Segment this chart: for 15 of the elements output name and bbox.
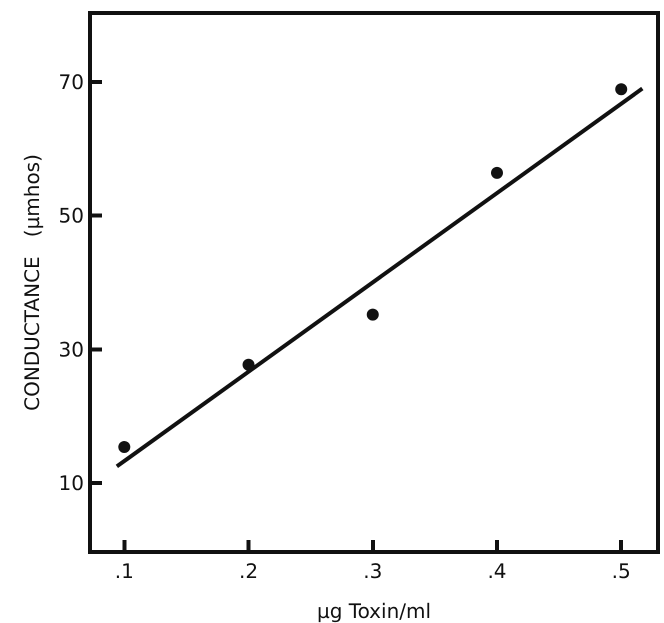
- x-tick-label: .3: [363, 559, 382, 583]
- y-axis-title: CONDUCTANCE (μmhos): [20, 154, 44, 411]
- y-tick-label: 30: [58, 337, 84, 362]
- x-tick-label: .1: [114, 559, 134, 583]
- point: [366, 308, 379, 321]
- point: [490, 166, 503, 179]
- x-tick-label: .4: [487, 559, 507, 583]
- y-tick-label: 50: [58, 204, 84, 228]
- y-tick-label: 70: [58, 70, 84, 94]
- x-tick-label: .2: [238, 559, 258, 583]
- x-tick-label: .5: [612, 559, 631, 583]
- y-tick-label: 10: [58, 471, 84, 496]
- point: [118, 441, 130, 454]
- x-axis-title: μg Toxin/ml: [316, 599, 432, 623]
- point: [615, 83, 628, 96]
